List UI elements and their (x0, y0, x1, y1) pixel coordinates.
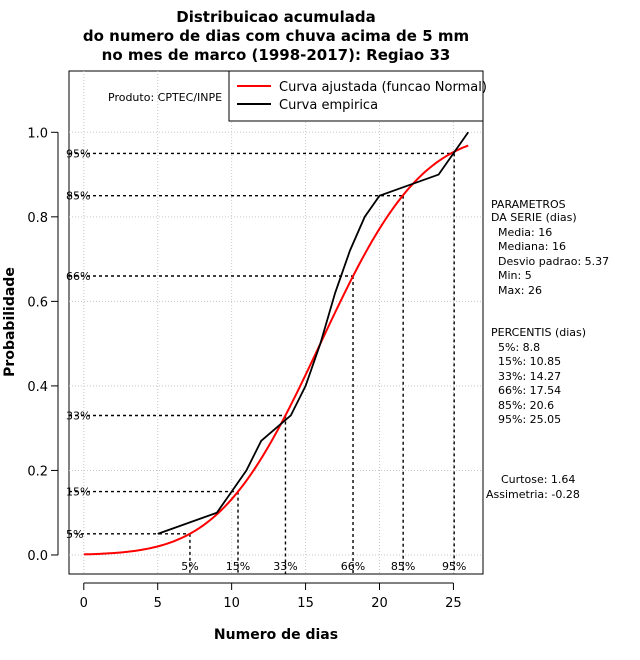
normal-fit-curve (83, 144, 469, 556)
legend-label-empirical: Curva empirica (279, 98, 378, 113)
percentile-x-label-2: 33% (273, 560, 297, 573)
legend: Curva ajustada (funcao Normal) Curva emp… (228, 70, 487, 122)
param-median: Mediana: 16 (498, 240, 566, 253)
parameters-panel: PARAMETROS DA SERIE (dias) Media: 16 Med… (491, 198, 609, 297)
param-max: Max: 26 (498, 284, 542, 297)
x-axis-title: Numero de dias (214, 627, 338, 643)
params-heading-1: PARAMETROS (491, 198, 566, 211)
percentil-5: 5%: 8.8 (498, 341, 540, 354)
param-min: Min: 5 (498, 269, 532, 282)
chart-title-line-2: do numero de dias com chuva acima de 5 m… (83, 27, 469, 45)
x-tick-label-0: 0 (80, 596, 88, 611)
x-tick-label-1: 5 (154, 596, 162, 611)
producer-label: Produto: CPTEC/INPE (108, 91, 222, 104)
percentis-heading: PERCENTIS (dias) (491, 326, 586, 339)
percentis-panel: PERCENTIS (dias) 5%: 8.8 15%: 10.85 33%:… (491, 326, 586, 426)
y-axis-title: Probabilidade (2, 267, 18, 377)
assimetria-label: Assimetria: -0.28 (486, 488, 580, 501)
percentile-y-label-1: 15% (66, 486, 90, 499)
percentil-85: 85%: 20.6 (498, 399, 554, 412)
curves (83, 131, 469, 556)
y-tick-label-1: 0.2 (27, 464, 48, 479)
y-tick-label-2: 0.4 (27, 380, 48, 395)
x-tick-label-5: 25 (445, 596, 462, 611)
percentil-15: 15%: 10.85 (498, 355, 561, 368)
percentile-x-label-5: 95% (442, 560, 466, 573)
x-tick-label-4: 20 (371, 596, 388, 611)
percentile-x-label-4: 85% (391, 560, 415, 573)
empirical-curve (157, 131, 469, 535)
legend-label-normal: Curva ajustada (funcao Normal) (279, 80, 487, 95)
percentil-95: 95%: 25.05 (498, 413, 561, 426)
percentile-x-label-3: 66% (341, 560, 365, 573)
curtose-label: Curtose: 1.64 (501, 473, 575, 486)
x-tick-label-3: 15 (297, 596, 314, 611)
plot-frame (68, 70, 484, 575)
shape-stats-panel: Curtose: 1.64 Assimetria: -0.28 (486, 473, 580, 501)
percentile-y-label-5: 95% (66, 147, 90, 160)
param-mean: Media: 16 (498, 226, 552, 239)
params-heading-2: DA SERIE (dias) (491, 211, 577, 224)
legend-box (228, 70, 484, 122)
percentile-guides: 5% 5% 15% 15% 33% 33% 66% 66% 85% 85% 95% 95% (66, 147, 466, 574)
y-tick-label-3: 0.6 (27, 295, 48, 310)
chart-title-line-1: Distribuicao acumulada (176, 8, 375, 26)
chart-title-line-3: no mes de marco (1998-2017): Regiao 33 (102, 46, 451, 64)
grid-lines (69, 71, 483, 574)
percentil-66: 66%: 17.54 (498, 384, 561, 397)
percentile-x-label-1: 15% (226, 560, 250, 573)
percentile-y-label-3: 66% (66, 270, 90, 283)
y-tick-label-5: 1.0 (27, 126, 48, 141)
percentile-y-label-4: 85% (66, 190, 90, 203)
x-tick-label-2: 10 (223, 596, 240, 611)
percentile-x-label-0: 5% (181, 560, 198, 573)
y-tick-label-4: 0.8 (27, 211, 48, 226)
param-sd: Desvio padrao: 5.37 (498, 255, 609, 268)
axes: 0 5 10 15 20 25 0.0 0.2 0.4 0.6 0.8 1.0 (27, 126, 461, 611)
percentile-y-label-0: 5% (66, 528, 83, 541)
y-tick-label-0: 0.0 (27, 549, 48, 564)
percentile-y-label-2: 33% (66, 409, 90, 422)
percentil-33: 33%: 14.27 (498, 370, 561, 383)
